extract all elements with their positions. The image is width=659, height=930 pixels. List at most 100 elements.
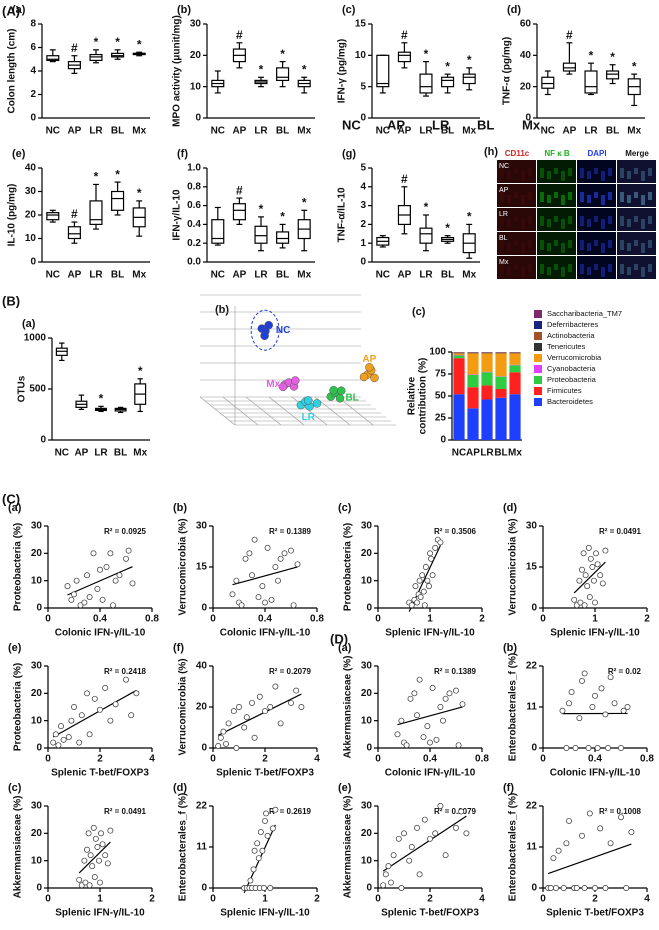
point: [597, 572, 604, 579]
y-tick-label: 10: [31, 575, 43, 586]
tissue-texture: [561, 219, 565, 229]
point: [107, 827, 114, 834]
point: [255, 855, 262, 862]
point: [398, 885, 405, 891]
y-tick-label: 40: [196, 661, 208, 672]
tissue-texture: [627, 243, 631, 251]
overlay-label: BL: [477, 117, 494, 132]
point: [337, 386, 346, 395]
bar-segment: [509, 394, 521, 440]
point: [91, 874, 98, 881]
y-axis-label: Relative: [407, 376, 418, 415]
panel-label: (c): [342, 4, 356, 16]
significance-marker: *: [94, 35, 99, 49]
point: [229, 591, 236, 598]
significance-marker: *: [280, 210, 285, 224]
tissue-texture: [641, 267, 645, 277]
point: [99, 596, 106, 603]
tissue-texture: [594, 192, 598, 198]
tissue-texture: [627, 171, 631, 179]
bar-segment: [495, 376, 507, 389]
y-axis-label: IFN-γ (pg/mg): [337, 39, 348, 103]
x-tick-label: LR: [480, 448, 494, 459]
y-tick-label: 8: [30, 19, 36, 30]
tissue-texture: [568, 264, 572, 272]
point: [416, 577, 423, 584]
point: [560, 885, 567, 891]
tissue-texture: [601, 171, 605, 181]
point: [255, 594, 262, 601]
point: [123, 555, 129, 562]
bar-segment: [453, 394, 465, 440]
point: [90, 550, 97, 557]
y-tick-label: 0: [525, 113, 531, 124]
tissue-texture: [500, 264, 504, 274]
r-squared: R² = 0.2079: [434, 807, 477, 816]
point: [230, 708, 237, 715]
point: [401, 830, 407, 837]
bar-segment: [453, 353, 465, 356]
tissue-texture: [507, 171, 511, 179]
bar-segment: [481, 372, 493, 386]
point: [249, 699, 255, 706]
y-tick-label: 20: [31, 828, 43, 839]
x-tick-label: BL: [114, 448, 127, 459]
x-axis-label: Splenic IFN-γ/IL-10: [550, 628, 640, 639]
point: [225, 720, 232, 727]
point: [587, 555, 594, 562]
r-squared: R² = 0.1389: [269, 527, 312, 536]
point: [68, 596, 75, 603]
point: [414, 599, 420, 606]
point: [65, 734, 72, 741]
point: [427, 835, 433, 842]
y-tick-label: 15: [355, 19, 367, 30]
significance-marker: #: [236, 28, 243, 42]
section-label: (C): [2, 491, 20, 506]
point: [592, 885, 598, 891]
bar-segment: [509, 365, 521, 373]
point: [428, 555, 434, 562]
tissue-texture: [594, 216, 598, 222]
tissue-texture: [521, 171, 525, 181]
panel-label: (c): [8, 782, 22, 794]
x-tick-label: AP: [232, 126, 246, 137]
y-axis-label: Proteobacteria (%): [13, 523, 24, 611]
y-tick-label: 22: [526, 661, 538, 672]
tissue-texture: [528, 216, 532, 224]
box: [606, 70, 620, 80]
y-tick-label: 22: [526, 801, 538, 812]
point: [385, 863, 392, 870]
x-tick-label: NC: [46, 126, 60, 137]
tissue-texture: [514, 168, 518, 174]
x-tick-label: Mx: [627, 126, 641, 137]
y-tick-label: 500: [29, 384, 46, 395]
significance-marker: *: [467, 210, 472, 224]
panel-label: (d): [507, 4, 521, 16]
y-tick-label: 10: [361, 715, 373, 726]
point: [414, 824, 420, 831]
x-tick-label: 0: [540, 894, 546, 905]
point: [380, 882, 387, 889]
point: [359, 372, 369, 382]
panel-label: (b): [215, 304, 229, 316]
y-tick-label: 10: [31, 855, 43, 866]
point: [259, 583, 266, 590]
point: [107, 550, 114, 557]
point: [288, 547, 294, 554]
tissue-texture: [608, 240, 612, 248]
tissue-texture: [641, 171, 645, 181]
tissue-texture: [540, 264, 544, 274]
y-tick-label: 0.6: [187, 200, 201, 211]
point: [440, 717, 446, 724]
x-axis-label: Colonic IFN-γ/IL-10: [385, 768, 476, 779]
legend-label: Deferribacteres: [547, 320, 599, 329]
tissue-texture: [608, 264, 612, 272]
x-axis-label: Splenic T-bet/FOXP3: [381, 908, 479, 919]
point: [586, 810, 593, 817]
point: [581, 885, 588, 891]
point: [312, 399, 322, 408]
y-tick-label: 2: [360, 219, 366, 230]
tissue-texture: [528, 264, 532, 272]
significance-marker: *: [467, 53, 472, 67]
